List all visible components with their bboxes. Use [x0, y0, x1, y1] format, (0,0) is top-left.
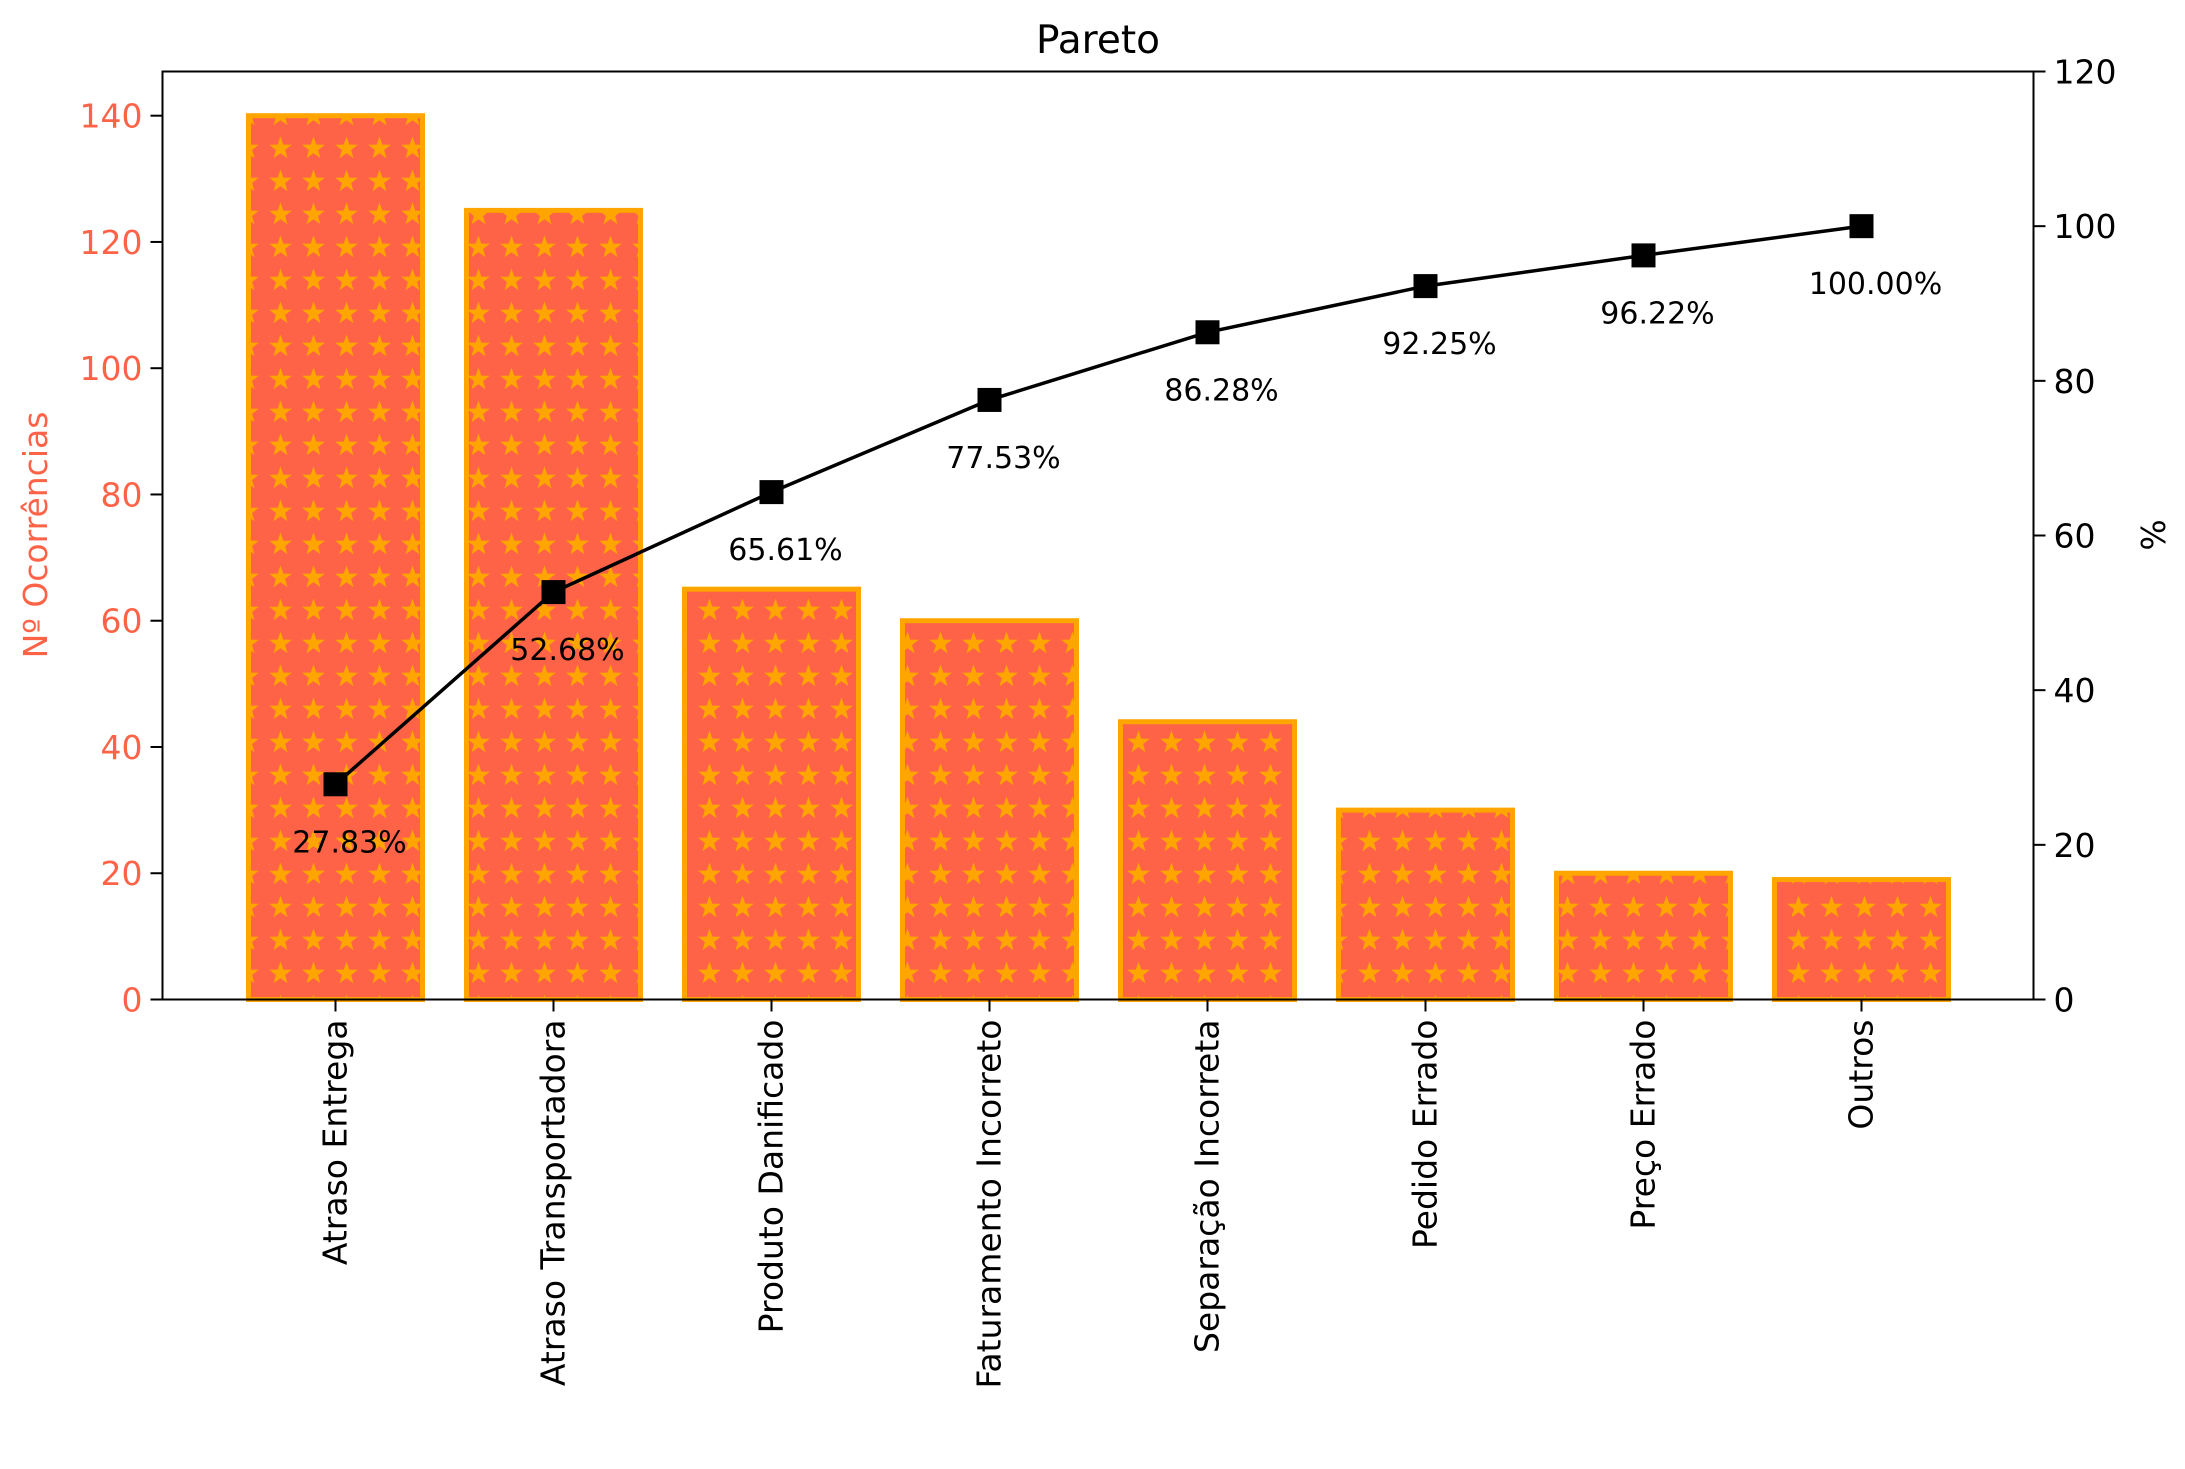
- x-tick-label-7: Preço Errado: [1624, 1020, 1663, 1230]
- cumulative-label-6: 92.25%: [1382, 327, 1496, 362]
- cumulative-line: [334, 224, 1862, 786]
- cumulative-marker-5: [1195, 320, 1220, 345]
- x-tick-label-6: Pedido Errado: [1406, 1020, 1445, 1250]
- x-tick-label-1: Atraso Entrega: [316, 1020, 355, 1266]
- bars-layer: [246, 113, 1951, 1003]
- cumulative-label-7: 96.22%: [1600, 296, 1714, 331]
- bar-1: [246, 113, 425, 1002]
- y2-axis-label: %: [2134, 519, 2173, 550]
- y-tick-label-0: 0: [122, 981, 143, 1020]
- cumulative-marker-2: [541, 580, 566, 605]
- y-tick-label-7: 140: [80, 97, 143, 136]
- bar-2: [464, 207, 643, 1003]
- y2-tick-label-4: 80: [2054, 362, 2096, 401]
- x-tick-label-2: Atraso Transportadora: [534, 1020, 573, 1387]
- cumulative-label-1: 27.83%: [292, 825, 406, 860]
- cumulative-marker-7: [1631, 243, 1656, 268]
- y2-tick-label-5: 100: [2054, 207, 2117, 246]
- y-tick-label-5: 100: [80, 349, 143, 388]
- bar-4: [900, 618, 1079, 1002]
- y2-tick-label-0: 0: [2054, 981, 2075, 1020]
- y-axis-label: Nº Ocorrências: [16, 412, 55, 659]
- x-axis: Atraso Entrega Atraso Transportadora Produ…: [316, 999, 1881, 1389]
- y-tick-label-4: 80: [101, 475, 143, 514]
- cumulative-marker-8: [1849, 214, 1874, 239]
- bar-6: [1336, 807, 1515, 1002]
- y-tick-label-6: 120: [80, 223, 143, 262]
- cumulative-label-2: 52.68%: [510, 633, 624, 668]
- x-tick-label-3: Produto Danificado: [752, 1020, 791, 1334]
- cumulative-marker-3: [759, 480, 784, 505]
- y2-tick-label-3: 60: [2054, 517, 2096, 556]
- chart-title: Pareto: [1036, 18, 1160, 63]
- cumulative-label-4: 77.53%: [946, 441, 1060, 476]
- cumulative-label-3: 65.61%: [728, 533, 842, 568]
- bar-3: [682, 586, 861, 1002]
- cumulative-line-layer: 27.83% 52.68% 65.61% 77.53% 86.28% 92.25% 96.2…: [292, 214, 1942, 860]
- left-axis: 0 20 40 60 80 100 120 140: [80, 97, 163, 1020]
- cumulative-label-8: 100.00%: [1809, 267, 1942, 302]
- y-tick-label-3: 60: [101, 602, 143, 641]
- cumulative-marker-1: [323, 772, 348, 797]
- x-tick-label-8: Outros: [1842, 1020, 1881, 1130]
- bar-5: [1118, 719, 1297, 1002]
- right-axis: 0 20 40 60 80 100 120: [2033, 53, 2117, 1020]
- cumulative-label-5: 86.28%: [1164, 373, 1278, 408]
- cumulative-marker-4: [977, 387, 1002, 412]
- x-tick-label-4: Faturamento Incorreto: [970, 1020, 1009, 1389]
- y2-tick-label-1: 20: [2054, 826, 2096, 865]
- bar-7: [1554, 870, 1733, 1003]
- y-tick-label-1: 20: [101, 854, 143, 893]
- y2-tick-label-2: 40: [2054, 671, 2096, 710]
- cumulative-marker-6: [1413, 274, 1438, 299]
- y-tick-label-2: 40: [101, 728, 143, 767]
- x-tick-label-5: Separação Incorreta: [1188, 1020, 1227, 1354]
- bar-8: [1772, 877, 1951, 1003]
- y2-tick-label-6: 120: [2054, 53, 2117, 92]
